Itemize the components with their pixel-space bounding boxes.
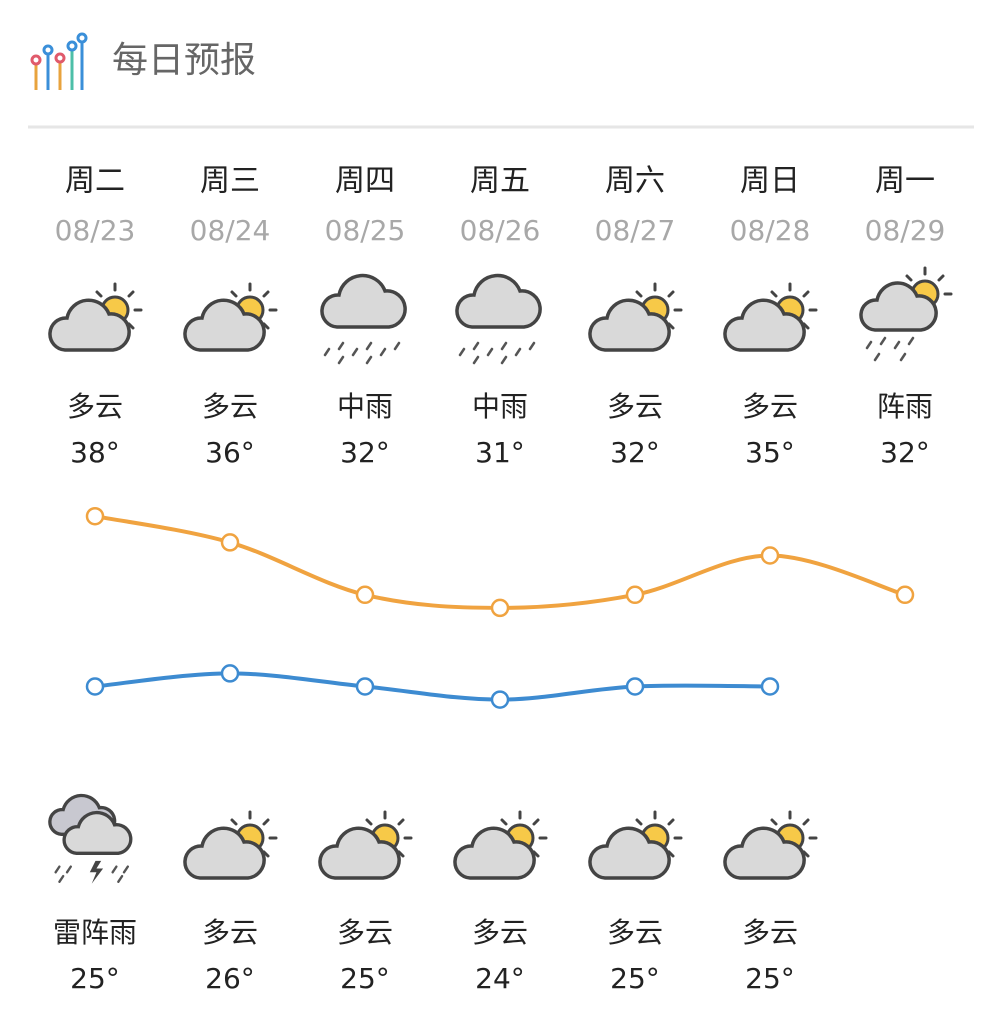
high-temp: 35° [745, 436, 795, 469]
night-weather: 多云 [742, 916, 798, 949]
temp-point [625, 585, 645, 605]
high-temp: 32° [880, 436, 930, 469]
low-temp: 25° [70, 962, 120, 995]
day-icons [48, 266, 953, 365]
temp-point [760, 677, 780, 696]
weekday: 周二 [65, 164, 125, 199]
low-temp: 25° [745, 962, 795, 995]
high-temp: 32° [610, 436, 660, 469]
night-weather: 多云 [607, 916, 663, 949]
temp-point [220, 533, 240, 552]
weekday: 周日 [740, 164, 800, 199]
temp-point [355, 677, 375, 696]
day-weather: 多云 [202, 390, 258, 423]
night-weather: 多云 [337, 916, 393, 949]
night-weather: 多云 [202, 916, 258, 949]
night-icons [48, 793, 818, 886]
day-weather: 多云 [607, 390, 663, 423]
day-weather: 中雨 [472, 390, 528, 423]
high-line [94, 514, 906, 610]
date: 08/24 [190, 214, 271, 247]
weekday: 周六 [605, 164, 665, 199]
weekday: 周一 [875, 164, 935, 199]
high-temp: 31° [475, 436, 525, 469]
high-temp: 38° [70, 436, 120, 469]
day-weather: 多云 [67, 390, 123, 423]
high-temp: 36° [205, 436, 255, 469]
date: 08/27 [595, 214, 676, 247]
temp-point [490, 598, 510, 618]
low-temp: 24° [475, 962, 525, 995]
night-weather: 雷阵雨 [53, 916, 137, 949]
weekday: 周五 [470, 164, 530, 199]
day-weather: 中雨 [337, 390, 393, 423]
date: 08/28 [730, 214, 811, 247]
weekday: 周三 [200, 164, 260, 199]
date: 08/29 [865, 214, 946, 247]
low-temp: 25° [340, 962, 390, 995]
high-temp: 32° [340, 436, 390, 469]
day-weather: 阵雨 [877, 390, 933, 423]
date: 08/25 [325, 214, 406, 247]
temp-point [355, 585, 375, 605]
temp-point [490, 690, 510, 709]
day-weather: 多云 [742, 390, 798, 423]
date: 08/26 [460, 214, 541, 247]
temp-point [85, 677, 105, 696]
low-line [94, 671, 771, 702]
night-weather: 多云 [472, 916, 528, 949]
temp-point [220, 664, 240, 683]
low-temp: 26° [205, 962, 255, 995]
header-icon [30, 32, 88, 90]
temp-point [85, 506, 105, 526]
temp-point [625, 677, 645, 696]
temp-point [760, 546, 780, 565]
header-title: 每日预报 [112, 40, 256, 81]
temp-point [895, 585, 915, 605]
date: 08/23 [55, 214, 136, 247]
low-temp: 25° [610, 962, 660, 995]
weekday: 周四 [335, 164, 395, 199]
